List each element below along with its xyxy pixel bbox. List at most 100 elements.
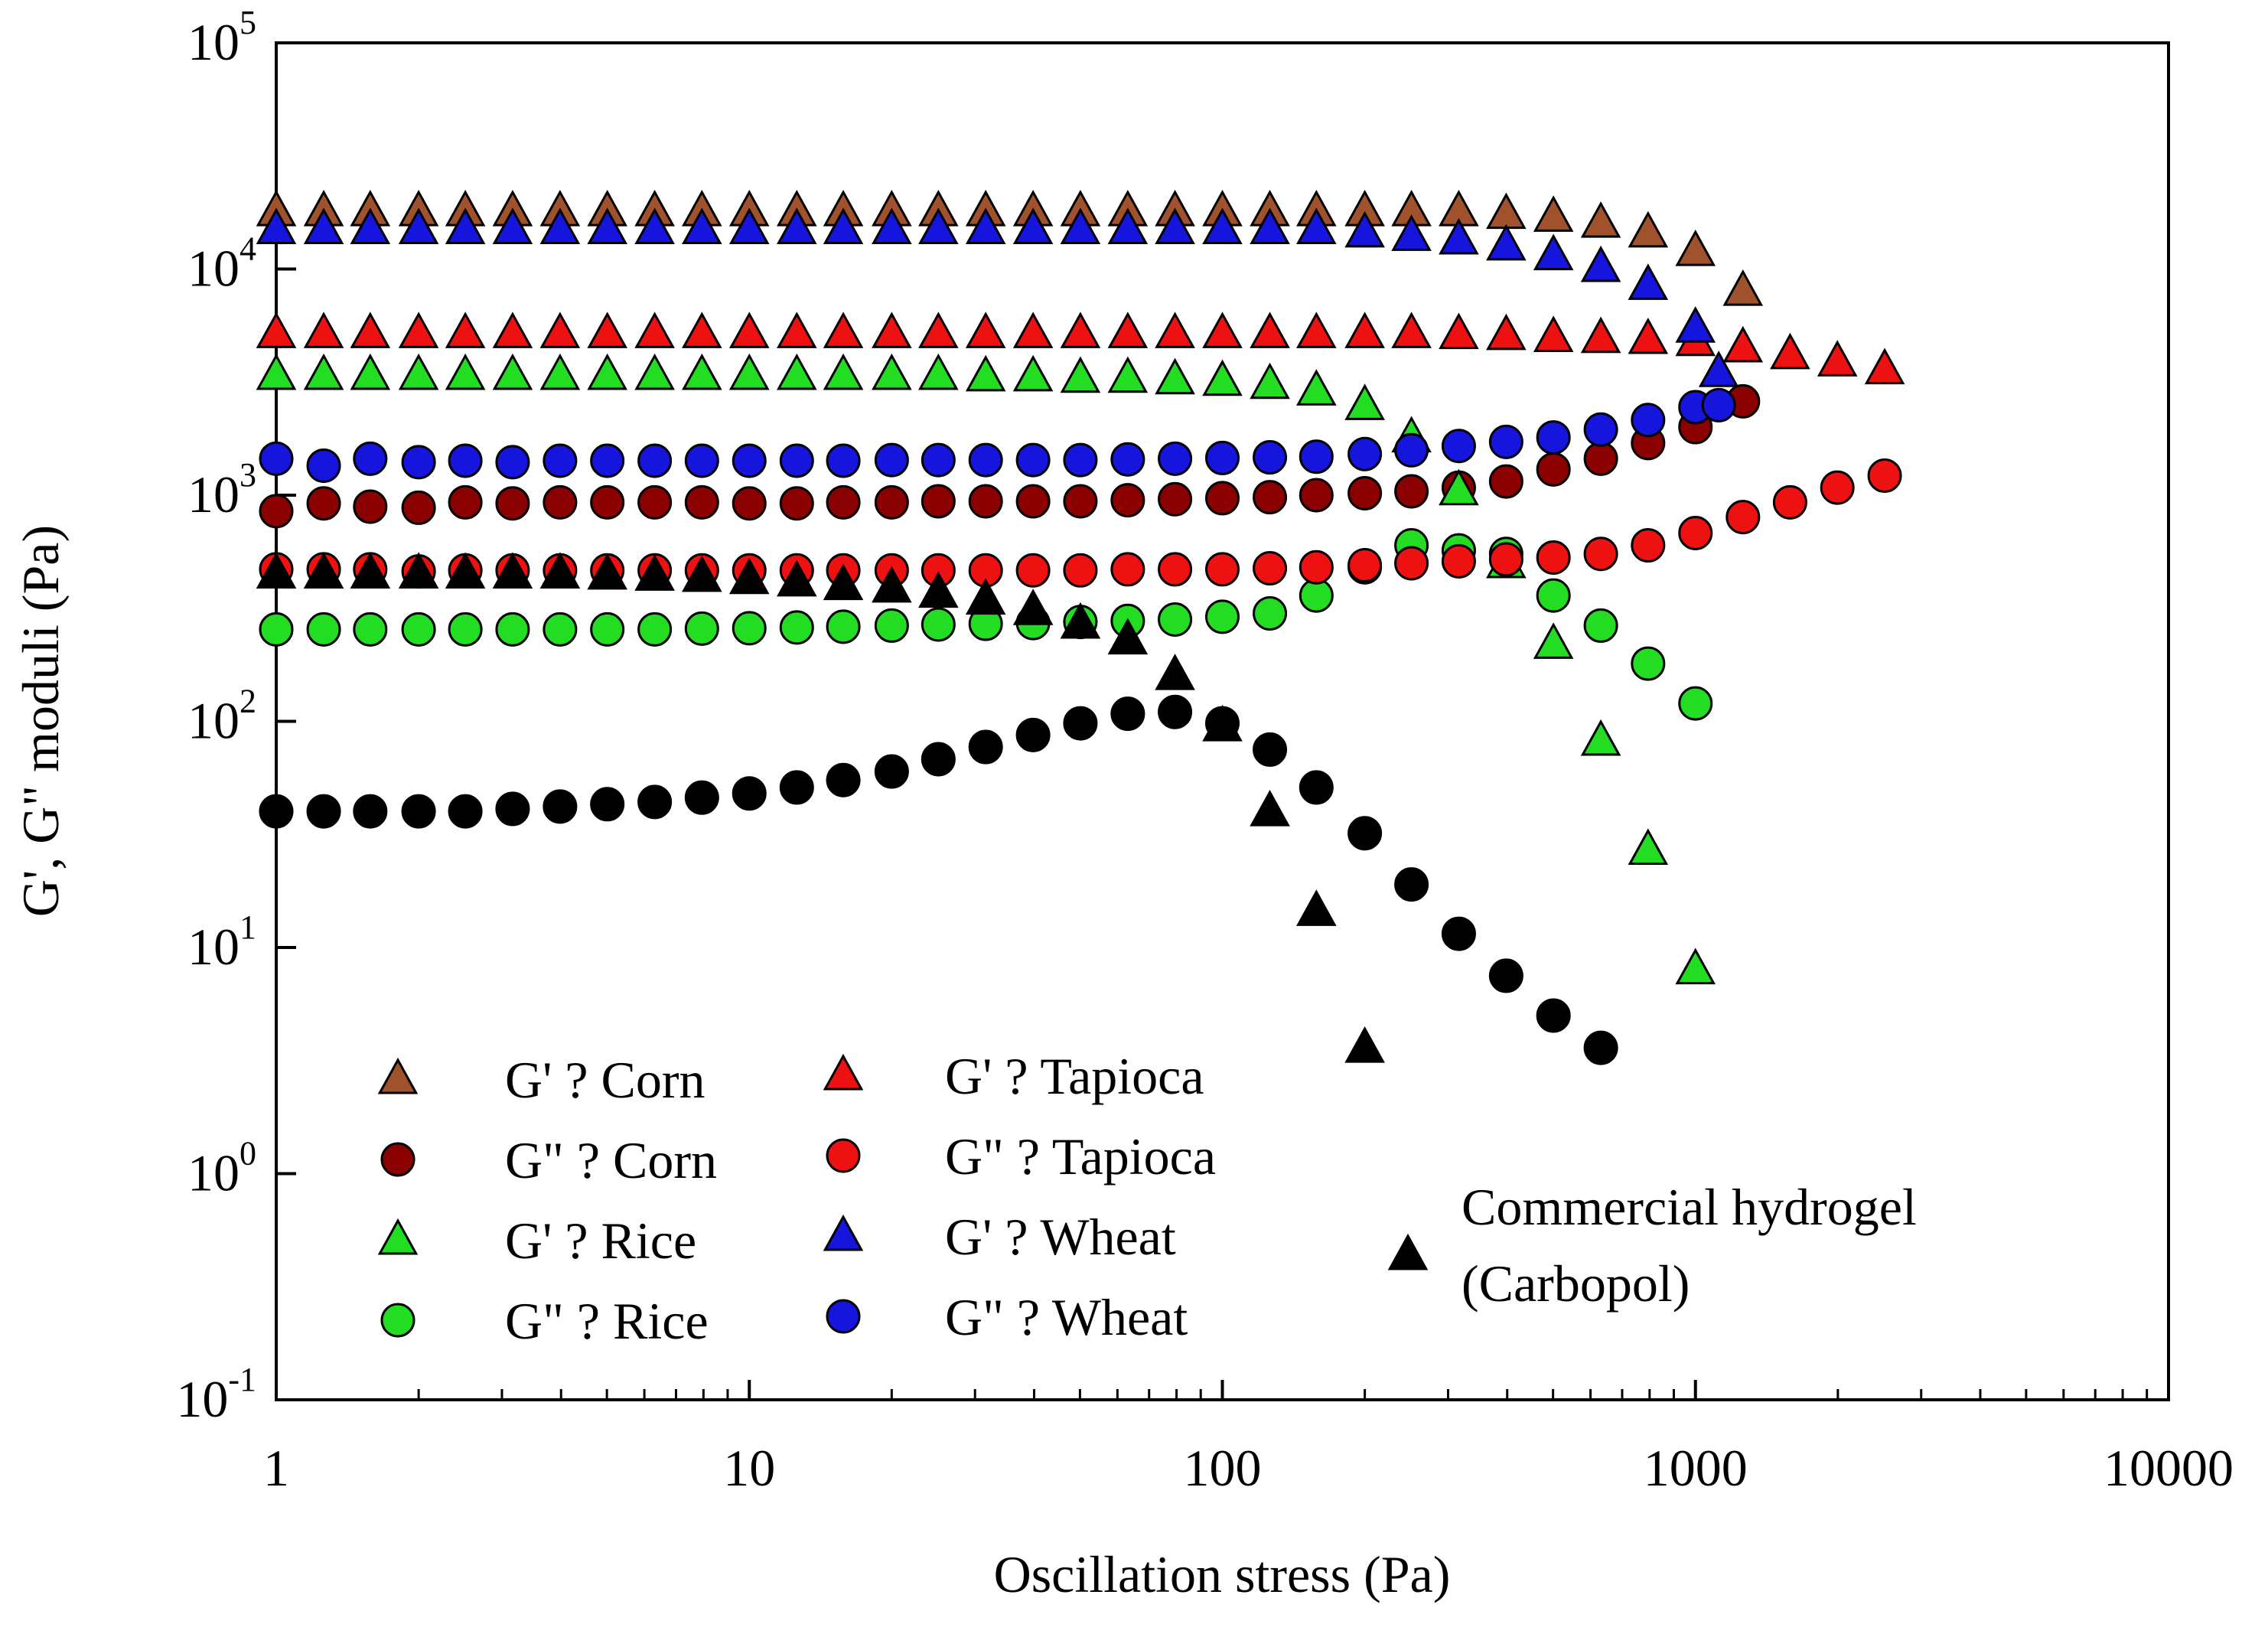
legend-label: G' ? Tapioca <box>945 1047 1204 1105</box>
data-point <box>1722 325 1764 363</box>
data-point <box>256 353 297 390</box>
data-point <box>732 611 767 646</box>
data-point <box>1015 553 1051 588</box>
data-point <box>1347 548 1383 583</box>
data-point <box>1533 622 1574 659</box>
data-point <box>634 353 675 390</box>
data-point <box>1155 207 1195 244</box>
data-point <box>1678 686 1713 721</box>
data-point <box>1820 470 1855 505</box>
data-point <box>1063 553 1098 588</box>
legend-label: G" ? Wheat <box>945 1288 1188 1346</box>
data-point <box>684 484 719 520</box>
data-point <box>823 563 864 601</box>
data-point <box>968 442 1003 478</box>
data-point <box>1344 383 1385 420</box>
data-point <box>1675 947 1716 985</box>
data-point <box>918 207 959 244</box>
data-point <box>779 443 814 478</box>
data-point <box>495 486 530 521</box>
data-point <box>1250 362 1290 400</box>
data-point <box>401 445 436 480</box>
data-point <box>1063 484 1098 519</box>
data-point <box>1347 436 1383 471</box>
data-point <box>684 780 719 815</box>
y-tick-base: 10 <box>187 240 240 298</box>
data-point <box>918 353 959 390</box>
data-point <box>728 207 770 244</box>
data-point <box>1253 480 1288 515</box>
data-point <box>682 311 722 348</box>
data-point <box>826 609 861 644</box>
data-point <box>1202 311 1243 348</box>
data-point <box>728 557 770 595</box>
legend-label: Commercial hydrogel <box>1461 1178 1917 1236</box>
data-point <box>1012 207 1054 244</box>
data-point <box>732 443 767 478</box>
data-point <box>1110 552 1145 587</box>
data-point <box>872 207 912 244</box>
legend-label: G' ? Corn <box>505 1051 705 1109</box>
data-point <box>1202 207 1243 244</box>
data-point <box>637 484 673 520</box>
data-point <box>779 486 814 521</box>
data-point <box>1628 828 1669 866</box>
data-point <box>445 311 486 348</box>
data-point <box>259 441 294 476</box>
y-tick-label: 103 <box>187 456 256 523</box>
data-point <box>921 742 956 777</box>
data-point <box>637 612 673 647</box>
data-point <box>1158 602 1193 637</box>
data-point <box>682 207 722 244</box>
legend-item: G" ? Rice <box>380 1292 709 1350</box>
data-point <box>1580 245 1621 282</box>
data-point <box>1299 550 1334 585</box>
data-point <box>968 484 1003 519</box>
data-point <box>1296 311 1337 348</box>
data-point <box>1770 332 1810 370</box>
data-point <box>1107 311 1149 348</box>
data-point <box>826 443 861 478</box>
data-point <box>303 552 344 589</box>
y-axis-title: G', G" moduli (Pa) <box>11 525 70 917</box>
data-point <box>874 608 909 643</box>
data-point <box>1580 201 1621 238</box>
data-point <box>1536 998 1571 1033</box>
y-tick-exponent: 2 <box>240 683 256 720</box>
data-point <box>1583 412 1618 447</box>
data-point <box>543 443 578 478</box>
data-point <box>918 571 959 608</box>
data-point <box>587 353 627 390</box>
data-point <box>1012 354 1054 392</box>
data-point <box>1205 481 1240 516</box>
data-point <box>1486 192 1527 230</box>
data-point <box>1391 214 1432 251</box>
data-point <box>1299 478 1334 513</box>
x-tick-label: 10000 <box>2103 1439 2234 1497</box>
data-point <box>1060 356 1101 393</box>
data-point <box>1536 540 1571 575</box>
data-point <box>1060 207 1101 244</box>
legend-marker <box>377 1218 419 1255</box>
data-point <box>1701 387 1736 422</box>
data-point <box>1772 484 1807 520</box>
data-point <box>1536 452 1571 487</box>
data-point <box>1867 458 1902 493</box>
data-point <box>874 484 909 520</box>
data-point <box>590 612 625 647</box>
data-point <box>1012 311 1054 348</box>
data-point <box>398 311 439 348</box>
data-point <box>306 612 341 647</box>
legend-item: G' ? Rice <box>377 1212 696 1270</box>
data-point <box>1015 442 1051 478</box>
x-tick-label: 100 <box>1184 1439 1262 1497</box>
data-point <box>543 612 578 647</box>
data-point <box>401 794 436 829</box>
data-point <box>965 207 1006 244</box>
y-tick-base: 10 <box>187 465 240 523</box>
data-point <box>495 791 530 827</box>
data-point <box>353 489 388 524</box>
y-tick-label: 104 <box>187 230 256 298</box>
x-tick-label: 10 <box>723 1439 775 1497</box>
data-point <box>1158 441 1193 476</box>
